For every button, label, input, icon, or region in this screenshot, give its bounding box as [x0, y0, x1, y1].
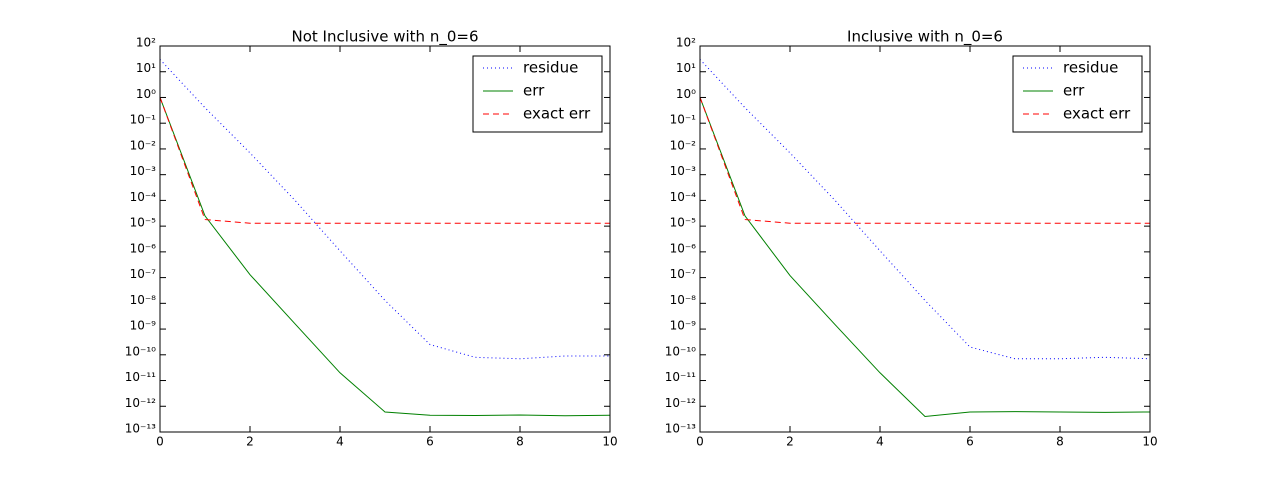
y-tick-label: 10¹	[676, 61, 696, 75]
y-tick-label: 10⁻¹⁰	[125, 344, 156, 358]
y-tick-label: 10⁻⁷	[670, 267, 697, 281]
y-tick-label: 10⁻¹¹	[125, 370, 156, 384]
x-tick-label: 10	[602, 435, 617, 449]
y-tick-label: 10⁻⁹	[670, 319, 697, 333]
series-line	[699, 59, 1151, 360]
x-tick-label: 8	[1056, 435, 1064, 449]
x-tick-label: 4	[876, 435, 884, 449]
x-tick-label: 2	[246, 435, 254, 449]
legend-label: exact err	[1063, 105, 1131, 123]
legend-box	[1012, 55, 1143, 133]
y-tick-label: 10⁻¹	[670, 113, 697, 127]
y-tick-label: 10⁻⁴	[130, 190, 157, 204]
x-tick-label: 0	[156, 435, 164, 449]
y-tick-label: 10⁻⁷	[130, 267, 157, 281]
legend-label: residue	[523, 59, 578, 77]
axes-frame	[159, 45, 611, 433]
x-tick-label: 4	[336, 435, 344, 449]
chart-title: Inclusive with n_0=6	[847, 28, 1003, 47]
legend-box	[472, 55, 603, 133]
y-tick-label: 10⁰	[136, 87, 156, 101]
y-tick-label: 10²	[136, 36, 156, 50]
y-tick-label: 10⁻³	[670, 164, 697, 178]
y-tick-label: 10⁻²	[670, 138, 697, 152]
x-tick-label: 8	[516, 435, 524, 449]
legend-label: exact err	[523, 105, 591, 123]
chart-title: Not Inclusive with n_0=6	[291, 28, 478, 47]
series-line	[159, 97, 610, 224]
legend-label: err	[523, 82, 545, 100]
series-line	[159, 59, 610, 360]
y-tick-label: 10⁻⁹	[130, 319, 157, 333]
series-line	[699, 97, 1150, 224]
x-tick-label: 2	[786, 435, 794, 449]
y-tick-label: 10¹	[136, 61, 156, 75]
x-tick-label: 10	[1142, 435, 1157, 449]
y-tick-label: 10⁻¹¹	[665, 370, 696, 384]
y-tick-label: 10⁻⁴	[670, 190, 697, 204]
y-tick-label: 10⁰	[676, 87, 696, 101]
y-tick-label: 10⁻⁵	[130, 216, 157, 230]
x-tick-label: 6	[966, 435, 974, 449]
y-tick-label: 10⁻¹³	[665, 422, 696, 436]
legend-label: err	[1063, 82, 1085, 100]
y-tick-label: 10⁻¹	[130, 113, 157, 127]
y-tick-label: 10⁻¹²	[125, 396, 156, 410]
x-tick-label: 6	[426, 435, 434, 449]
axes-frame	[699, 45, 1151, 433]
legend-label: residue	[1063, 59, 1118, 77]
y-tick-label: 10²	[676, 36, 696, 50]
y-tick-label: 10⁻¹³	[125, 422, 156, 436]
x-tick-label: 0	[696, 435, 704, 449]
series-line	[159, 97, 611, 417]
y-tick-label: 10⁻³	[130, 164, 157, 178]
y-tick-label: 10⁻⁸	[130, 293, 157, 307]
y-tick-label: 10⁻⁸	[670, 293, 697, 307]
y-tick-label: 10⁻⁵	[670, 216, 697, 230]
y-tick-label: 10⁻¹⁰	[665, 344, 696, 358]
y-tick-label: 10⁻⁶	[670, 241, 697, 255]
y-tick-label: 10⁻⁶	[130, 241, 157, 255]
y-tick-label: 10⁻¹²	[665, 396, 696, 410]
series-line	[699, 97, 1151, 418]
y-tick-label: 10⁻²	[130, 138, 157, 152]
